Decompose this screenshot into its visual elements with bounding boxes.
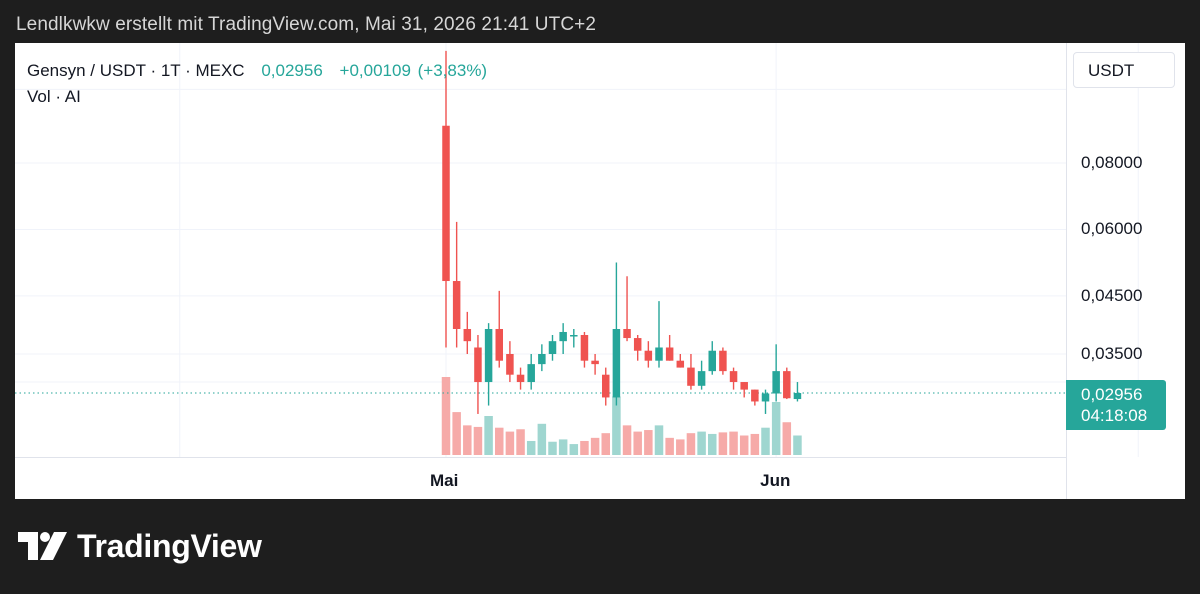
volume-bar — [473, 426, 483, 455]
volume-bar — [718, 432, 728, 455]
tradingview-logo-icon — [18, 531, 67, 560]
candle-body — [495, 328, 503, 361]
volume-bar — [665, 437, 674, 455]
candle-body — [484, 328, 493, 383]
candle-body — [665, 347, 674, 361]
candle-body — [452, 281, 461, 329]
candle-body — [548, 341, 557, 354]
candle-body — [708, 350, 716, 372]
last-price: 0,02956 — [261, 61, 323, 80]
candle-body — [783, 371, 791, 399]
price-tick-label: 0,06000 — [1081, 219, 1143, 239]
candle-body — [612, 328, 621, 398]
volume-bar — [686, 433, 696, 455]
candlestick-chart[interactable] — [15, 43, 1185, 499]
candle-body — [697, 371, 706, 386]
time-tick-label: Jun — [760, 471, 791, 490]
candle-body — [506, 354, 514, 375]
candle-body — [772, 371, 780, 394]
price-tick-label: 0,08000 — [1081, 153, 1143, 172]
volume-bar — [526, 440, 536, 455]
candle-body — [644, 350, 653, 361]
symbol-label[interactable]: Gensyn / USDT · 1T · MEXC — [27, 61, 245, 80]
volume-bar — [452, 412, 461, 455]
candle-body — [602, 374, 610, 398]
candle-body — [655, 347, 663, 361]
tradingview-brand: TradingView — [18, 528, 262, 565]
candle-body — [516, 374, 525, 383]
brand-name: TradingView — [77, 528, 262, 564]
candle-body — [793, 393, 802, 400]
volume-bar — [697, 431, 706, 455]
candle-body — [687, 367, 695, 386]
candle-body — [463, 328, 472, 342]
volume-bar — [739, 435, 749, 455]
volume-bar — [782, 422, 792, 455]
volume-bar — [750, 433, 760, 455]
volume-bar — [622, 425, 632, 455]
candle-body — [676, 360, 685, 368]
volume-bar — [708, 433, 717, 455]
candle-body — [633, 338, 642, 351]
candle-body — [580, 334, 589, 361]
volume-bar — [644, 430, 653, 455]
volume-bar — [729, 431, 738, 455]
candle-body — [740, 382, 748, 390]
chart-header: Lendlkwkw erstellt mit TradingView.com, … — [16, 14, 597, 35]
volume-bar — [558, 439, 568, 455]
volume-bar — [505, 431, 515, 455]
candle-body — [527, 364, 535, 383]
price-change-percent: (+3,83%) — [417, 61, 488, 80]
candle-body — [538, 354, 546, 365]
price-change: +0,00109 — [339, 61, 411, 80]
candle-body — [442, 125, 450, 282]
candle-body — [623, 328, 631, 339]
volume-bar — [654, 425, 664, 455]
candle-body — [761, 393, 770, 402]
volume-bar — [633, 431, 642, 455]
last-price-tag-value: 0,02956 — [1081, 385, 1143, 404]
volume-bar — [463, 425, 472, 455]
volume-bar — [537, 423, 547, 455]
volume-indicator-label[interactable]: Vol · AI — [27, 87, 81, 106]
volume-bar — [495, 427, 504, 455]
candle-body — [729, 371, 738, 383]
volume-bar — [441, 377, 451, 455]
candle-body — [719, 350, 727, 372]
currency-button[interactable]: USDT — [1073, 52, 1175, 88]
volume-bar — [484, 416, 493, 455]
volume-bar — [569, 444, 579, 455]
chart-legend: Gensyn / USDT · 1T · MEXC 0,02956 +0,001… — [27, 61, 489, 113]
symbol-row[interactable]: Gensyn / USDT · 1T · MEXC 0,02956 +0,001… — [27, 61, 489, 87]
volume-bar — [612, 396, 621, 455]
volume-indicator-row[interactable]: Vol · AI — [27, 87, 489, 113]
candle-body — [474, 347, 482, 383]
last-price-tag: 0,02956 04:18:08 — [1066, 380, 1166, 430]
bar-countdown: 04:18:08 — [1081, 406, 1148, 425]
volume-bar — [601, 433, 610, 455]
volume-bar — [548, 441, 557, 455]
candle-body — [591, 360, 599, 365]
volume-bar — [761, 427, 770, 455]
volume-bar — [676, 439, 685, 455]
candle-body — [751, 389, 759, 402]
chart-panel[interactable]: Gensyn / USDT · 1T · MEXC 0,02956 +0,001… — [15, 43, 1185, 499]
volume-bar — [771, 401, 781, 455]
volume-bar — [580, 440, 589, 455]
time-axis-divider — [15, 457, 1066, 458]
volume-bar — [793, 435, 802, 455]
price-tick-label: 0,04500 — [1081, 285, 1143, 305]
price-axis-divider — [1066, 43, 1067, 499]
time-tick-label: Mai — [430, 471, 459, 490]
volume-bar — [590, 437, 600, 455]
candle-body — [570, 334, 578, 337]
price-tick-label: 0,03500 — [1081, 344, 1143, 363]
candle-body — [559, 331, 567, 342]
volume-bar — [516, 429, 525, 455]
